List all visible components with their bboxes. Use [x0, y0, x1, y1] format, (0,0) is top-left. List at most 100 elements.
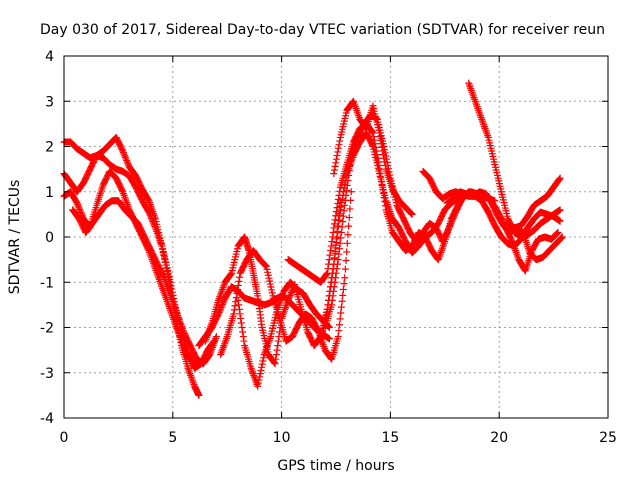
data-point: [267, 283, 275, 291]
x-tick-label: 0: [60, 430, 69, 446]
data-point: [287, 290, 295, 298]
data-point: [149, 219, 157, 227]
data-point: [558, 233, 566, 241]
data-point: [328, 301, 336, 309]
data-point: [121, 153, 129, 161]
data-point: [332, 238, 340, 246]
data-point: [347, 157, 355, 165]
data-point: [254, 379, 262, 387]
x-tick-label: 20: [490, 430, 508, 446]
data-point: [258, 360, 266, 368]
data-point: [285, 295, 293, 303]
data-point: [150, 221, 158, 229]
data-point: [272, 355, 280, 363]
data-point: [235, 277, 243, 285]
data-point: [339, 285, 347, 293]
data-point: [339, 291, 347, 299]
data-point: [553, 230, 561, 238]
data-point: [556, 174, 564, 182]
data-point: [272, 351, 280, 359]
data-point: [332, 269, 340, 277]
y-tick-label: -3: [40, 366, 54, 382]
data-point: [234, 285, 242, 293]
data-point: [149, 218, 157, 226]
data-point: [338, 297, 346, 305]
data-point: [408, 210, 416, 218]
data-point: [233, 290, 241, 298]
data-point: [147, 214, 155, 222]
data-point: [378, 143, 386, 151]
data-point: [158, 242, 166, 250]
data-point: [330, 170, 338, 178]
data-point: [317, 337, 325, 345]
y-tick-label: 4: [45, 49, 54, 65]
data-point: [332, 208, 340, 216]
data-point: [231, 302, 239, 310]
series-7: [234, 278, 333, 390]
y-tick-label: -2: [40, 321, 54, 337]
data-point: [344, 176, 352, 184]
series-6: [217, 188, 355, 363]
data-point: [376, 129, 384, 137]
data-point: [338, 195, 346, 203]
data-point: [235, 305, 243, 313]
data-point: [336, 137, 344, 145]
data-point: [336, 239, 344, 247]
data-point: [334, 148, 342, 156]
data-point: [329, 292, 337, 300]
data-point: [144, 196, 152, 204]
data-point: [450, 213, 458, 221]
data-point: [212, 333, 220, 341]
data-point: [337, 234, 345, 242]
data-point: [234, 296, 242, 304]
data-point: [319, 328, 327, 336]
data-point: [325, 256, 333, 264]
data-point: [258, 363, 266, 371]
data-point: [220, 297, 228, 305]
data-point: [337, 303, 345, 311]
data-point: [236, 310, 244, 318]
data-point: [330, 255, 338, 263]
data-point: [284, 296, 292, 304]
data-point: [345, 171, 353, 179]
y-tick-label: 3: [45, 94, 54, 110]
data-point: [337, 228, 345, 236]
x-tick-label: 25: [599, 430, 617, 446]
data-point: [335, 245, 343, 253]
data-point: [216, 307, 224, 315]
data-point: [330, 224, 338, 232]
data-point: [331, 249, 339, 257]
data-point: [345, 222, 353, 230]
data-point: [340, 188, 348, 196]
data-point: [151, 222, 159, 230]
y-tick-label: -4: [40, 411, 54, 427]
data-point: [163, 267, 171, 275]
data-point: [214, 311, 222, 319]
data-point: [558, 234, 566, 242]
data-point: [369, 129, 377, 137]
data-point: [556, 217, 564, 225]
data-point: [444, 225, 452, 233]
data-point: [271, 360, 279, 368]
data-point: [268, 286, 276, 294]
data-point: [448, 218, 456, 226]
data-point: [119, 147, 127, 155]
data-point: [160, 252, 168, 260]
data-point: [345, 214, 353, 222]
data-point: [122, 155, 130, 163]
data-point: [335, 327, 343, 335]
data-point: [347, 188, 355, 196]
data-point: [236, 273, 244, 281]
series-13: [465, 79, 564, 241]
data-point: [75, 204, 83, 212]
data-point: [330, 283, 338, 291]
data-point: [341, 201, 349, 209]
data-point: [342, 257, 350, 265]
y-tick-label: 0: [45, 230, 54, 246]
data-point: [191, 360, 199, 368]
data-point: [344, 231, 352, 239]
data-point: [368, 128, 376, 136]
data-point: [335, 217, 343, 225]
series-8: [284, 120, 468, 286]
